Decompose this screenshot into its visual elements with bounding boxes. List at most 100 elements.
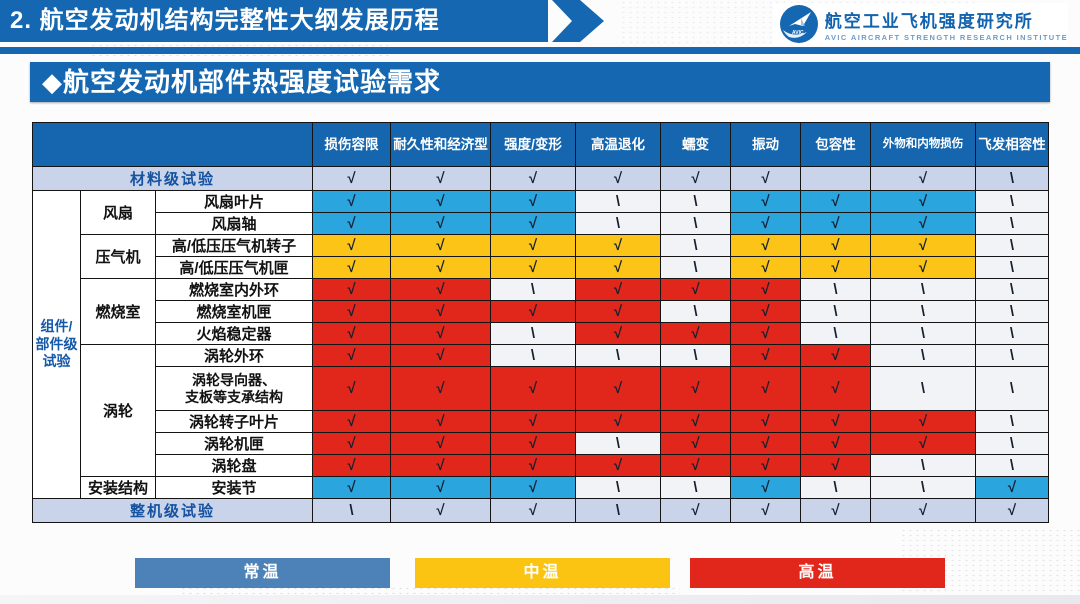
table-cell: \ — [660, 256, 731, 279]
subgroup-label-cell: 压气机 — [80, 234, 156, 279]
table-cell: √ — [312, 234, 391, 257]
row-label-cell: 燃烧室内外环 — [155, 278, 313, 301]
cell-mark: √ — [347, 478, 356, 496]
table-cell: √ — [660, 278, 731, 301]
cell-mark: \ — [833, 280, 838, 298]
column-header: 包容性 — [800, 122, 871, 167]
table-cell: √ — [730, 278, 801, 301]
cell-mark: √ — [613, 456, 623, 474]
cell-mark: \ — [1009, 280, 1015, 298]
cell-mark: √ — [436, 434, 445, 452]
top-title-bar: 2. 航空发动机结构完整性大纲发展历程 — [0, 0, 548, 42]
cell-mark: √ — [347, 456, 356, 474]
avic-logo-icon: AVIC — [779, 5, 818, 43]
cell-mark: √ — [831, 412, 840, 430]
title-arrow-icon — [552, 0, 604, 42]
table-cell: √ — [870, 234, 976, 257]
row-label-cell: 涡轮外环 — [155, 344, 313, 367]
svg-text:AVIC: AVIC — [792, 30, 804, 36]
component-row: 火焰稳定器 √ √ \ √ √ √ \ \ \ — [33, 322, 1049, 345]
cell-mark: \ — [693, 192, 698, 210]
component-row: 燃烧室机匣 √ √ √ √ \ √ \ \ \ — [33, 300, 1049, 323]
cell-mark: √ — [918, 258, 928, 276]
org-logo-text: 航空工业飞机强度研究所 AVIC AIRCRAFT STRENGTH RESEA… — [825, 7, 1068, 42]
cell-mark: √ — [761, 412, 770, 430]
table-cell: √ — [312, 212, 391, 235]
table-cell: √ — [730, 300, 801, 323]
component-row: 组件/部件级试验 风扇 风扇叶片 √ √ √ \ \ √ √ √ \ — [32, 190, 1049, 499]
cell-mark: \ — [693, 258, 698, 276]
table-cell: \ — [660, 476, 731, 499]
cell-mark: √ — [436, 258, 445, 276]
table-cell: √ — [975, 476, 1049, 499]
table-cell: √ — [312, 256, 391, 279]
table-cell: √ — [575, 256, 661, 279]
table-cell: \ — [975, 278, 1049, 301]
cell-mark: \ — [920, 478, 926, 496]
table-cell: √ — [730, 344, 801, 367]
table-cell: √ — [490, 234, 576, 257]
cell-mark: √ — [831, 346, 840, 364]
table-cell: \ — [870, 322, 976, 345]
cell-mark: √ — [918, 501, 928, 519]
cell-mark: \ — [693, 346, 698, 364]
table-cell: √ — [312, 366, 391, 411]
cell-mark: √ — [761, 379, 770, 397]
cell-mark: √ — [831, 379, 840, 397]
cell-mark: √ — [436, 236, 445, 254]
cell-mark: \ — [693, 214, 698, 232]
org-name-en: AVIC AIRCRAFT STRENGTH RESEARCH INSTITUT… — [824, 32, 1068, 42]
cell-mark: \ — [615, 214, 621, 232]
table-cell: √ — [730, 322, 801, 345]
cell-mark: \ — [920, 456, 926, 474]
cell-mark: √ — [436, 346, 445, 364]
table-cell: √ — [800, 344, 871, 367]
table-cell: \ — [870, 344, 976, 367]
cell-mark: √ — [436, 214, 445, 232]
table-cell: \ — [870, 278, 976, 301]
cell-mark: √ — [831, 192, 840, 210]
cell-mark: \ — [1009, 302, 1015, 320]
table-cell: √ — [800, 190, 871, 213]
cell-mark: √ — [347, 434, 356, 452]
column-header: 强度/变形 — [490, 122, 576, 167]
legend-item: 高温 — [690, 558, 945, 588]
cell-mark: \ — [1009, 434, 1015, 452]
table-cell: √ — [490, 432, 576, 455]
cell-mark: √ — [831, 456, 840, 474]
cell-mark: √ — [831, 434, 840, 452]
table-cell: √ — [575, 166, 661, 191]
table-cell: √ — [660, 432, 731, 455]
cell-mark: √ — [831, 214, 840, 232]
table-cell: \ — [975, 322, 1049, 345]
subgroup-label-cell: 涡轮 — [80, 344, 156, 477]
table-cell: √ — [390, 234, 491, 257]
table-cell: √ — [575, 234, 661, 257]
table-cell: \ — [975, 234, 1049, 257]
table-cell: \ — [660, 190, 731, 213]
cell-mark: √ — [528, 434, 538, 452]
table-cell: \ — [490, 322, 576, 345]
table-cell: √ — [730, 166, 801, 191]
cell-mark: √ — [691, 280, 700, 298]
cell-mark: \ — [693, 302, 698, 320]
component-row: 压气机 高/低压压气机转子 √ √ √ √ \ √ √ √ \ — [33, 234, 1049, 279]
whole-engine-level-row: 整机级试验 \ √ √ \ √ √ √ √ √ — [32, 498, 1049, 523]
level-row-label: 整机级试验 — [32, 498, 313, 523]
table-cell: √ — [660, 322, 731, 345]
table-cell: √ — [870, 432, 976, 455]
table-cell: \ — [660, 234, 731, 257]
cell-mark: √ — [831, 258, 840, 276]
cell-mark: √ — [347, 258, 356, 276]
cell-mark: √ — [691, 501, 700, 519]
row-label-cell: 高/低压压气机转子 — [155, 234, 313, 257]
cell-mark: \ — [1009, 258, 1015, 276]
material-level-row: 材料级试验 √ √ √ √ √ √ √ \ — [32, 166, 1049, 191]
cell-mark: √ — [761, 456, 770, 474]
table-cell: √ — [390, 256, 491, 279]
cell-mark: √ — [528, 258, 538, 276]
table-cell: \ — [975, 300, 1049, 323]
table-cell: √ — [800, 410, 871, 433]
subgroup-label-cell: 风扇 — [80, 190, 156, 235]
row-label-cell: 涡轮导向器、 支板等支承结构 — [155, 366, 313, 411]
